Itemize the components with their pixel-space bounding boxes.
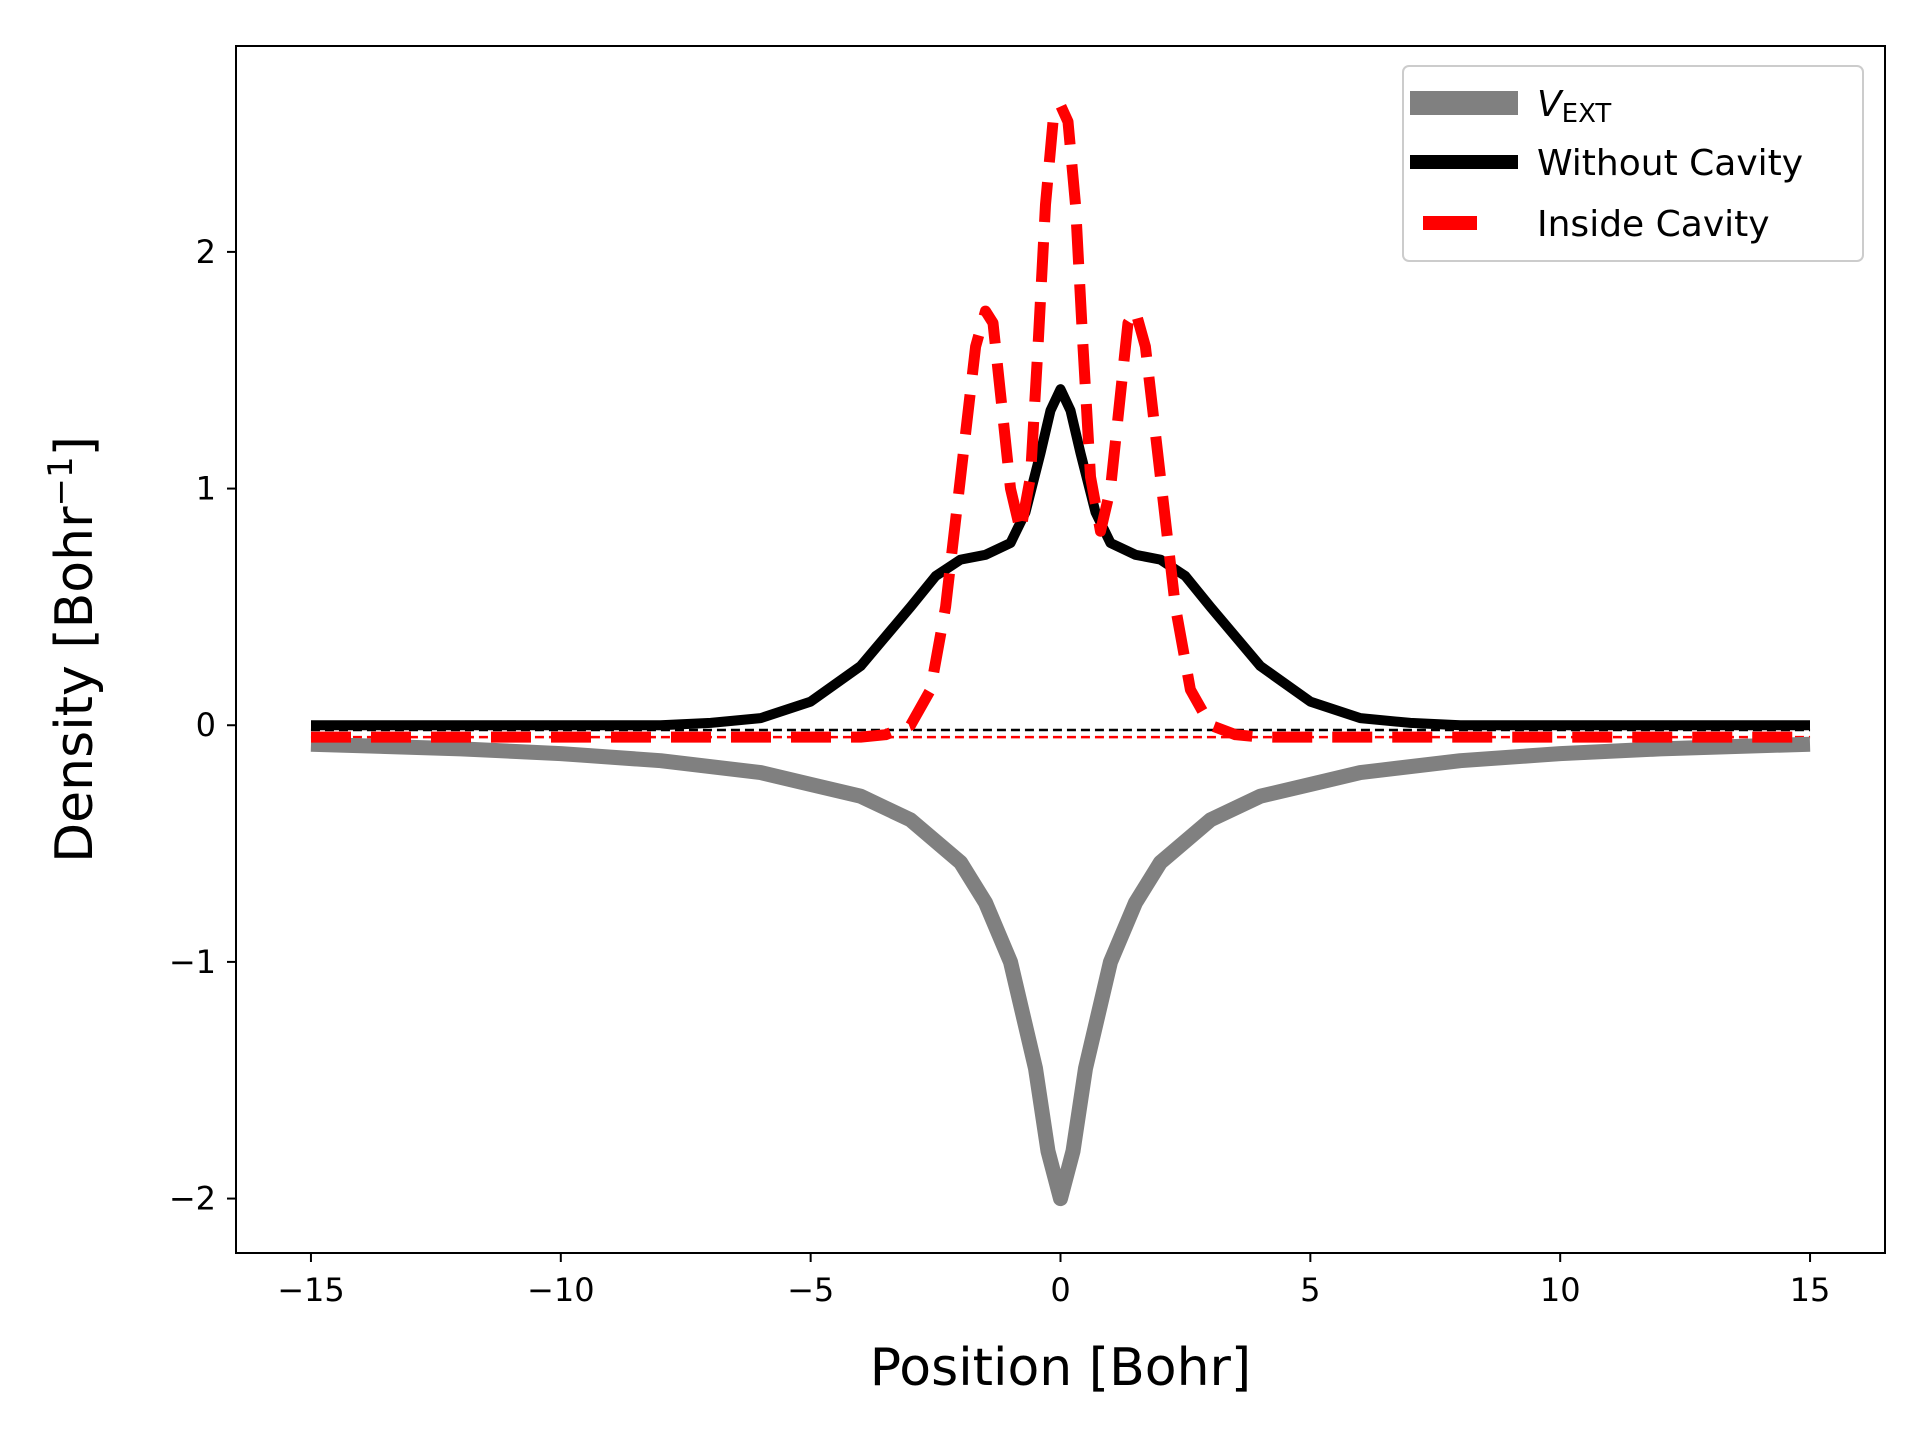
series-line-vext	[310, 736, 1811, 1207]
x-tick-label: −5	[787, 1271, 834, 1309]
x-tick-label: 0	[1050, 1271, 1070, 1309]
x-tick-label: 10	[1540, 1271, 1581, 1309]
y-tick-label: 2	[196, 233, 216, 271]
series-line-without-cavity	[311, 384, 1810, 731]
y-axis-label-base: Density [Bohr	[45, 506, 105, 863]
y-axis-label-sup: −1	[41, 456, 81, 506]
y-axis-label-close: ]	[45, 436, 105, 456]
y-tick-label: 1	[196, 470, 216, 508]
x-axis-label: Position [Bohr]	[870, 1338, 1251, 1398]
x-tick-label: 5	[1300, 1271, 1320, 1309]
x-tick-label: −10	[527, 1271, 595, 1309]
series-line-inside-cavity	[311, 99, 1810, 743]
legend: VEXT Without Cavity Inside Cavity	[1402, 65, 1864, 262]
legend-label: Without Cavity	[1537, 143, 1803, 184]
x-tick-label: 15	[1790, 1271, 1831, 1309]
y-axis-label: Density [Bohr−1]	[41, 436, 105, 863]
y-tick-label: −2	[169, 1180, 216, 1218]
y-tick-label: −1	[169, 943, 216, 981]
legend-label-main: V	[1537, 84, 1564, 125]
legend-label: VEXT	[1537, 84, 1611, 129]
legend-label: Inside Cavity	[1537, 204, 1770, 245]
y-tick-label: 0	[196, 706, 216, 744]
legend-label-sub: EXT	[1562, 99, 1612, 129]
x-tick-label: −15	[277, 1271, 345, 1309]
